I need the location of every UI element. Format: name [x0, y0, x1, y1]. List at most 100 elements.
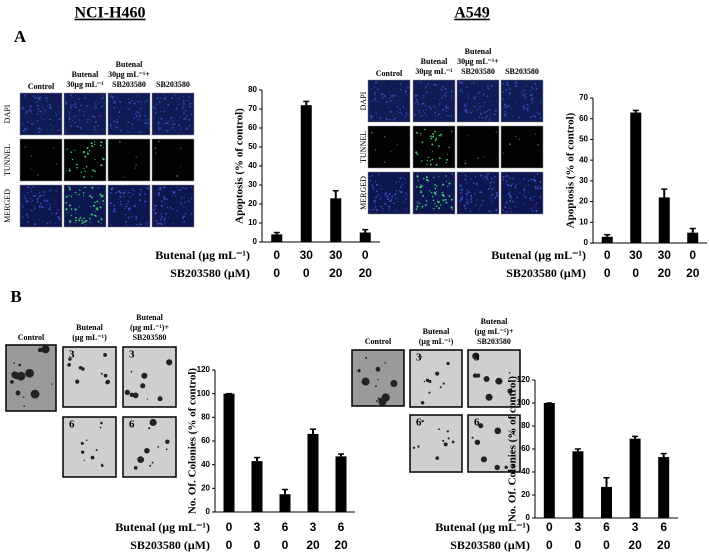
speckle — [491, 193, 494, 196]
speckle — [110, 191, 112, 194]
speckle — [459, 184, 462, 187]
speckle — [485, 175, 488, 178]
speckle — [138, 223, 141, 225]
speckle — [75, 216, 77, 219]
speckle — [144, 114, 146, 117]
speckle — [53, 126, 55, 128]
speckle — [110, 118, 112, 120]
speckle — [128, 218, 130, 220]
speckle — [503, 113, 506, 116]
speckle — [43, 199, 46, 201]
speckle — [94, 107, 96, 109]
speckle — [490, 202, 492, 204]
speckle — [426, 159, 428, 162]
speckle — [380, 193, 382, 195]
speckle — [394, 209, 396, 211]
speckle — [118, 111, 121, 114]
panel-label: B — [10, 287, 21, 306]
speckle — [55, 190, 57, 192]
y-tick-label: 100 — [197, 389, 211, 398]
speckle — [374, 200, 377, 203]
speckle — [396, 105, 398, 107]
colony — [67, 363, 71, 367]
speckle — [93, 125, 96, 128]
colony — [165, 448, 168, 451]
speckle — [131, 187, 134, 190]
speckle — [505, 106, 508, 109]
speckle — [58, 118, 61, 121]
speckle — [45, 200, 47, 202]
speckle — [72, 120, 74, 122]
speckle — [516, 85, 518, 87]
speckle — [184, 201, 186, 203]
speckle — [444, 87, 447, 90]
speckle — [417, 109, 419, 111]
speckle — [505, 88, 508, 91]
speckle — [98, 119, 100, 121]
speckle — [31, 199, 34, 202]
speckle — [154, 147, 157, 150]
speckle — [399, 186, 402, 188]
speckle — [43, 221, 45, 223]
speckle — [382, 207, 384, 210]
speckle — [98, 202, 100, 204]
row-label: Butenal (μg mL⁻¹) — [435, 520, 530, 534]
speckle — [424, 204, 426, 207]
speckle — [377, 88, 379, 91]
speckle — [126, 201, 128, 203]
speckle — [110, 223, 112, 226]
speckle — [438, 99, 440, 101]
y-tick-label: 0 — [526, 513, 531, 522]
speckle — [512, 177, 515, 180]
speckle — [416, 101, 419, 104]
colony — [99, 426, 102, 429]
speckle — [495, 210, 497, 212]
colony — [446, 430, 450, 433]
speckle — [429, 106, 432, 109]
speckle — [121, 107, 123, 109]
speckle — [395, 181, 398, 184]
dose-label: 6 — [416, 417, 422, 429]
colony — [140, 383, 146, 389]
speckle — [179, 116, 182, 118]
speckle — [25, 112, 27, 114]
micrograph — [151, 184, 195, 228]
speckle — [539, 117, 542, 119]
speckle — [490, 181, 492, 183]
speckle — [536, 111, 539, 113]
speckle — [52, 147, 55, 149]
speckle — [485, 111, 487, 113]
x-tick-label: 20 — [306, 538, 320, 552]
colony — [423, 380, 426, 383]
speckle — [388, 197, 390, 199]
speckle — [482, 93, 485, 96]
speckle — [190, 197, 193, 200]
speckle — [464, 103, 466, 105]
speckle — [430, 191, 433, 194]
y-tick-label: 60 — [521, 444, 530, 453]
speckle — [482, 105, 485, 107]
y-tick-label: 20 — [248, 199, 257, 208]
row-label: DAPI — [359, 91, 368, 110]
colony — [68, 357, 72, 361]
speckle — [425, 87, 427, 89]
speckle — [446, 158, 448, 161]
speckle — [156, 222, 159, 225]
speckle — [82, 221, 85, 224]
speckle — [70, 94, 73, 97]
speckle — [539, 196, 542, 198]
speckle — [470, 101, 472, 103]
speckle — [401, 183, 403, 185]
speckle — [425, 176, 428, 179]
x-tick-label: 30 — [300, 248, 314, 262]
speckle — [133, 190, 135, 192]
speckle — [510, 108, 512, 110]
colony — [101, 463, 103, 466]
speckle — [394, 94, 397, 97]
speckle — [486, 110, 489, 112]
speckle — [25, 198, 27, 200]
speckle — [466, 102, 468, 104]
speckle — [42, 112, 44, 115]
speckle — [183, 220, 186, 223]
